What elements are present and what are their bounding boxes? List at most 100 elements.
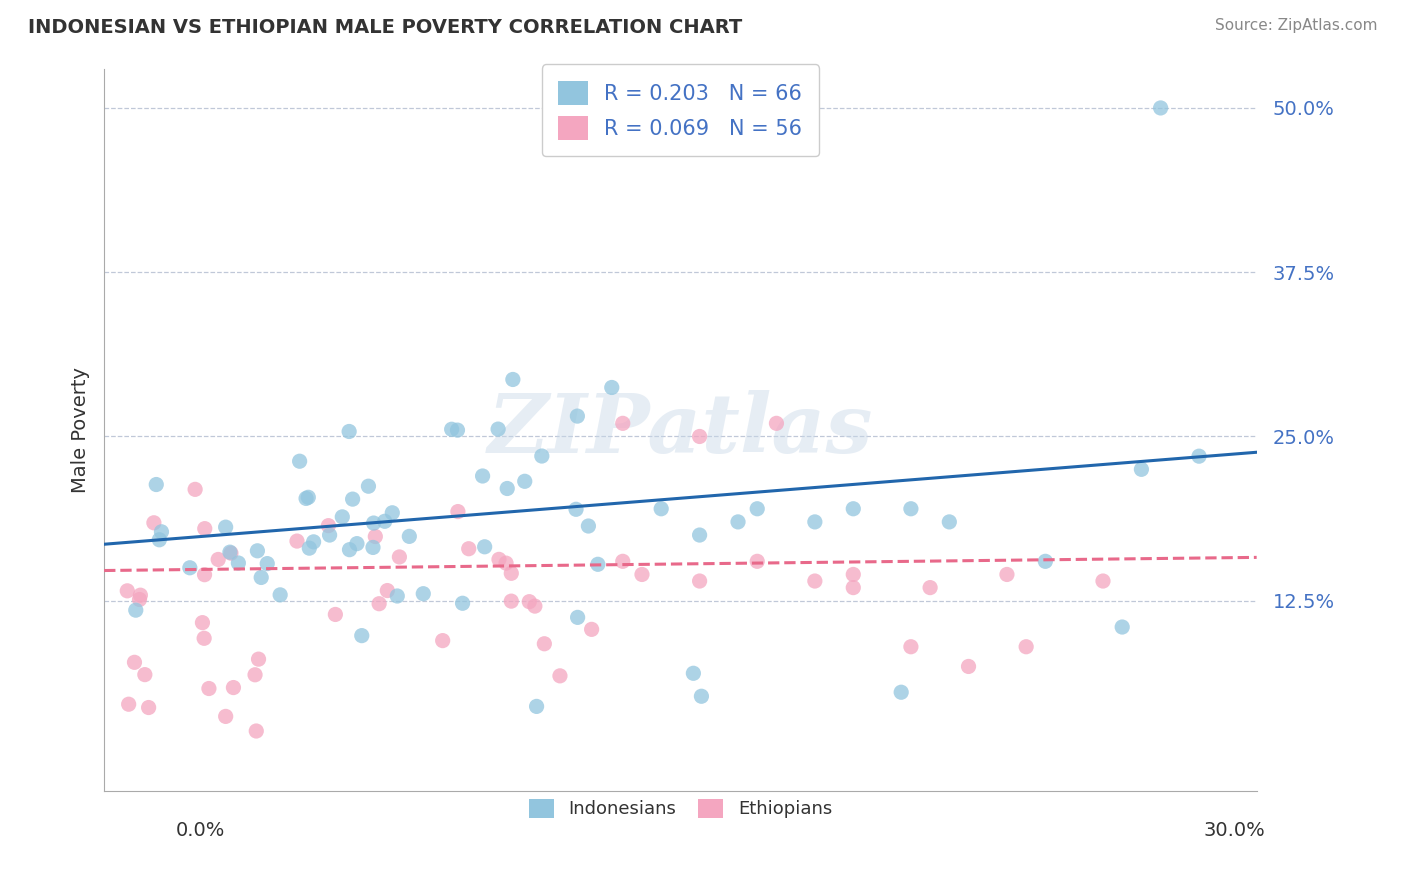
Point [374, 514, 396, 528]
Point [727, 515, 749, 529]
Point [501, 566, 523, 581]
Point [269, 588, 291, 602]
Point [118, 697, 141, 711]
Point [586, 558, 609, 572]
Point [747, 554, 769, 568]
Point [900, 640, 922, 654]
Point [567, 409, 589, 423]
Point [330, 509, 353, 524]
Point [650, 501, 672, 516]
Point [339, 542, 361, 557]
Point [957, 659, 980, 673]
Point [325, 607, 347, 622]
Point [612, 554, 634, 568]
Point [145, 477, 167, 491]
Point [486, 422, 509, 436]
Point [138, 700, 160, 714]
Point [398, 529, 420, 543]
Point [1015, 640, 1038, 654]
Point [256, 557, 278, 571]
Point [533, 637, 555, 651]
Point [842, 581, 865, 595]
Point [1149, 101, 1171, 115]
Point [690, 690, 713, 704]
Point [689, 574, 711, 588]
Y-axis label: Male Poverty: Male Poverty [72, 367, 90, 493]
Point [194, 522, 217, 536]
Point [1130, 462, 1153, 476]
Point [578, 519, 600, 533]
Point [765, 417, 787, 431]
Point [689, 429, 711, 443]
Point [150, 524, 173, 539]
Point [689, 528, 711, 542]
Point [495, 556, 517, 570]
Point [388, 549, 411, 564]
Text: 0.0%: 0.0% [176, 821, 225, 839]
Point [513, 475, 536, 489]
Point [129, 588, 152, 602]
Point [222, 681, 245, 695]
Point [565, 502, 588, 516]
Point [193, 567, 215, 582]
Point [184, 483, 207, 497]
Point [124, 656, 146, 670]
Text: INDONESIAN VS ETHIOPIAN MALE POVERTY CORRELATION CHART: INDONESIAN VS ETHIOPIAN MALE POVERTY COR… [28, 18, 742, 37]
Point [1188, 449, 1211, 463]
Point [302, 534, 325, 549]
Point [295, 491, 318, 506]
Point [1111, 620, 1133, 634]
Point [318, 528, 340, 542]
Point [496, 482, 519, 496]
Point [318, 518, 340, 533]
Point [747, 501, 769, 516]
Point [142, 516, 165, 530]
Point [246, 543, 269, 558]
Point [600, 380, 623, 394]
Point [804, 515, 827, 529]
Point [612, 417, 634, 431]
Point [900, 501, 922, 516]
Point [297, 491, 319, 505]
Point [245, 724, 267, 739]
Point [1035, 554, 1057, 568]
Text: Source: ZipAtlas.com: Source: ZipAtlas.com [1215, 18, 1378, 33]
Point [920, 581, 942, 595]
Point [471, 469, 494, 483]
Point [250, 570, 273, 584]
Point [474, 540, 496, 554]
Point [517, 595, 540, 609]
Point [530, 449, 553, 463]
Text: 30.0%: 30.0% [1204, 821, 1265, 839]
Point [247, 652, 270, 666]
Point [128, 592, 150, 607]
Point [363, 516, 385, 530]
Point [432, 633, 454, 648]
Point [631, 567, 654, 582]
Point [682, 666, 704, 681]
Point [457, 541, 479, 556]
Point [148, 533, 170, 547]
Point [357, 479, 380, 493]
Point [938, 515, 960, 529]
Point [179, 561, 201, 575]
Point [995, 567, 1018, 582]
Point [501, 594, 523, 608]
Point [364, 529, 387, 543]
Text: ZIPatlas: ZIPatlas [488, 390, 873, 470]
Point [842, 567, 865, 582]
Point [375, 583, 398, 598]
Point [125, 603, 148, 617]
Point [298, 541, 321, 556]
Point [207, 552, 229, 566]
Point [134, 667, 156, 681]
Point [447, 505, 470, 519]
Point [387, 589, 409, 603]
Point [193, 632, 215, 646]
Point [342, 492, 364, 507]
Point [337, 425, 360, 439]
Point [890, 685, 912, 699]
Point [350, 629, 373, 643]
Point [361, 541, 384, 555]
Point [1091, 574, 1114, 588]
